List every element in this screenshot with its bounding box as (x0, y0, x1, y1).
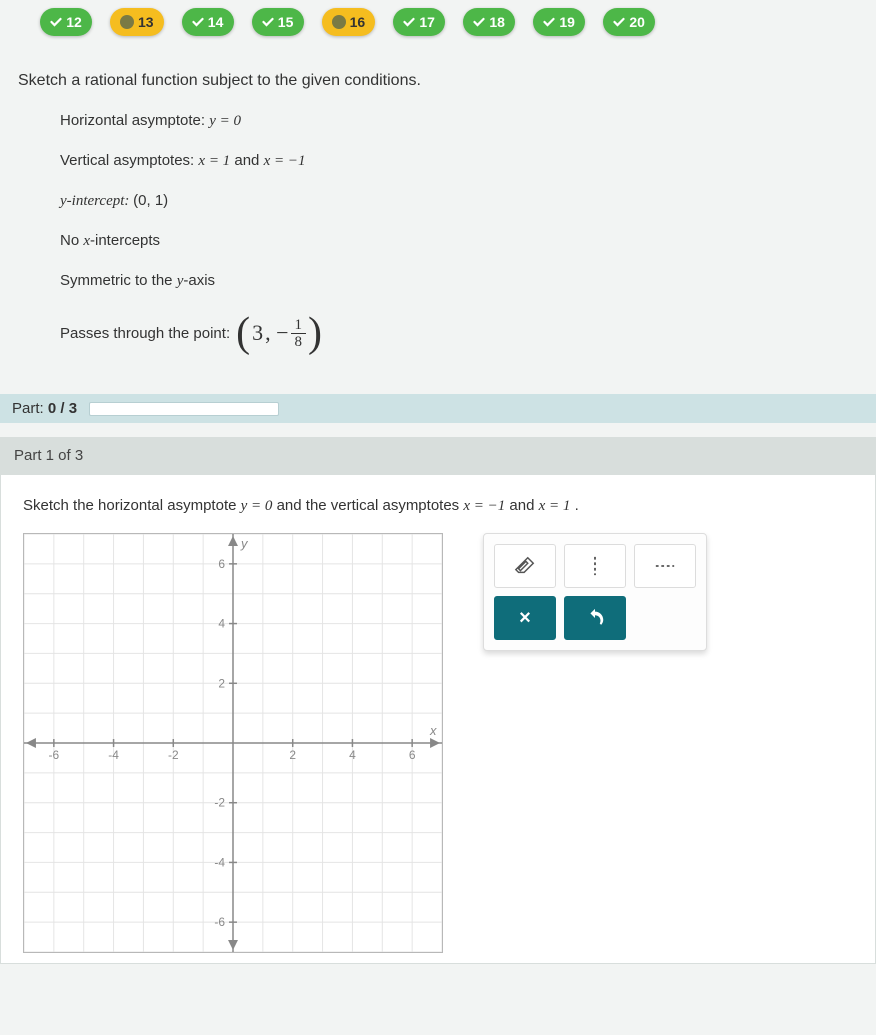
nav-pill-13[interactable]: 13 (110, 8, 164, 36)
question-stem: Sketch a rational function subject to th… (0, 44, 876, 394)
nav-pill-18[interactable]: 18 (463, 8, 515, 36)
eraser-icon (514, 555, 536, 577)
horizontal-dash-icon (654, 555, 676, 577)
svg-text:-6: -6 (214, 915, 225, 929)
part-header: Part 1 of 3 (0, 437, 876, 474)
svg-text:-4: -4 (108, 748, 119, 762)
cond-symmetric: Symmetric to the y-axis (60, 272, 858, 290)
check-icon (50, 16, 62, 28)
progress-label: Part: 0 / 3 (12, 400, 77, 417)
svg-text:6: 6 (409, 748, 416, 762)
cond-no-x-intercepts: No x-intercepts (60, 232, 858, 250)
svg-text:y: y (240, 536, 249, 551)
eraser-tool[interactable] (494, 544, 556, 588)
progress-track (89, 402, 279, 416)
svg-text:-2: -2 (214, 796, 225, 810)
check-icon (473, 16, 485, 28)
check-icon (543, 16, 555, 28)
clear-button[interactable]: × (494, 596, 556, 640)
check-icon (262, 16, 274, 28)
cond-horiz-asymptote: Horizontal asymptote: y = 0 (60, 112, 858, 130)
nav-pill-14[interactable]: 14 (182, 8, 234, 36)
conditions-list: Horizontal asymptote: y = 0 Vertical asy… (60, 112, 858, 354)
nav-pill-16[interactable]: 16 (322, 8, 376, 36)
undo-icon (584, 607, 606, 629)
undo-button[interactable] (564, 596, 626, 640)
svg-text:6: 6 (218, 557, 225, 571)
nav-pill-17[interactable]: 17 (393, 8, 445, 36)
check-icon (192, 16, 204, 28)
part-body: Sketch the horizontal asymptote y = 0 an… (0, 474, 876, 964)
progress-bar-section: Part: 0 / 3 (0, 394, 876, 423)
question-title: Sketch a rational function subject to th… (18, 72, 858, 90)
horizontal-dash-tool[interactable] (634, 544, 696, 588)
svg-text:2: 2 (218, 676, 225, 690)
nav-pill-15[interactable]: 15 (252, 8, 304, 36)
part-instruction: Sketch the horizontal asymptote y = 0 an… (23, 497, 853, 515)
nav-pill-20[interactable]: 20 (603, 8, 655, 36)
vertical-dash-tool[interactable] (564, 544, 626, 588)
graph-canvas[interactable]: -6-4-2246-6-4-2246xy (23, 533, 443, 953)
drawing-toolbox: × (483, 533, 707, 651)
vertical-dash-icon (584, 555, 606, 577)
svg-text:4: 4 (218, 617, 225, 631)
dot-icon (120, 15, 134, 29)
close-icon: × (519, 607, 531, 630)
dot-icon (332, 15, 346, 29)
svg-text:-6: -6 (49, 748, 60, 762)
nav-pill-12[interactable]: 12 (40, 8, 92, 36)
cond-passes-through: Passes through the point: ( 3 , − 1 8 ) (60, 312, 858, 354)
check-icon (613, 16, 625, 28)
svg-text:-4: -4 (214, 855, 225, 869)
svg-text:x: x (429, 723, 437, 738)
nav-pill-19[interactable]: 19 (533, 8, 585, 36)
cond-vert-asymptotes: Vertical asymptotes: x = 1 and x = −1 (60, 152, 858, 170)
svg-text:2: 2 (289, 748, 296, 762)
check-icon (403, 16, 415, 28)
point-value: ( 3 , − 1 8 ) (236, 312, 322, 354)
svg-text:4: 4 (349, 748, 356, 762)
cond-y-intercept: y-intercept: (0, 1) (60, 192, 858, 210)
question-nav: 12 13 14 15 16 17 18 19 20 (0, 0, 876, 44)
svg-text:-2: -2 (168, 748, 179, 762)
